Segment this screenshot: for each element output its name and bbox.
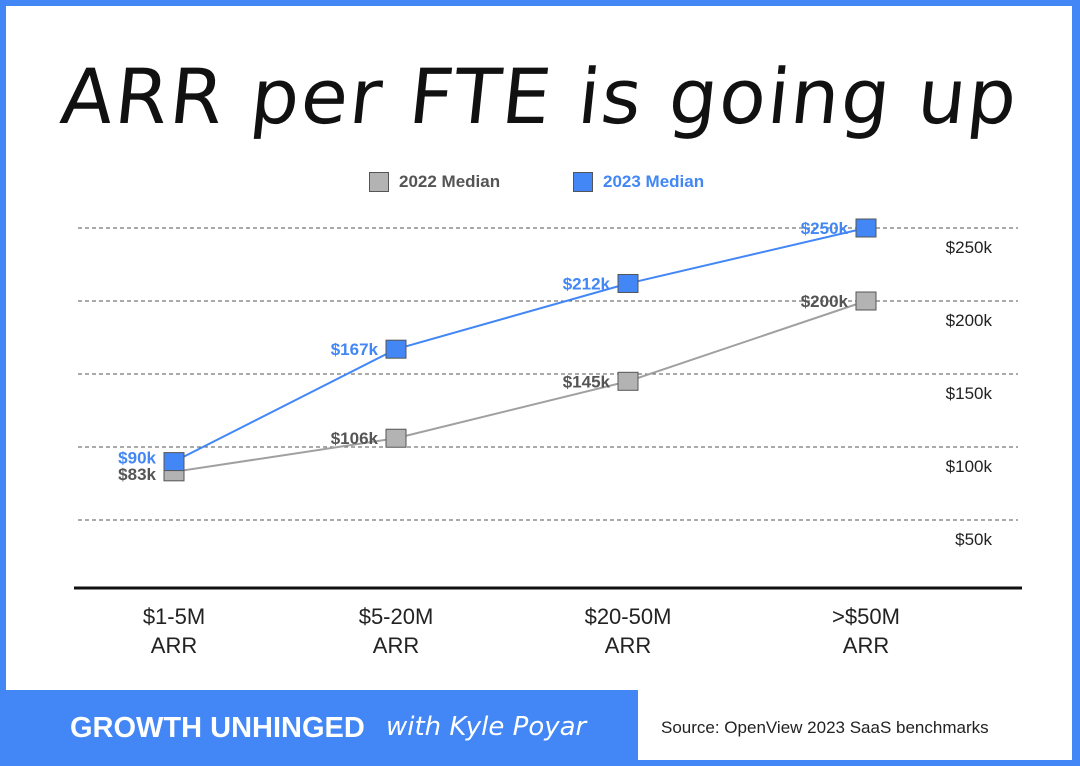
data-label: $106k <box>331 429 379 448</box>
data-point <box>385 428 407 448</box>
brand-name: GROWTH UNHINGED <box>70 712 365 744</box>
legend-item-2022: 2022 Median <box>369 172 500 192</box>
y-tick-label: $200k <box>946 311 993 330</box>
data-label: $145k <box>563 372 611 391</box>
x-tick-label: $20-50M ARR <box>584 604 672 658</box>
plot-area: $250k $200k $150k $100k $50k $83k $106k $145k $2… <box>74 218 1022 590</box>
y-tick-label: $250k <box>946 238 993 257</box>
data-label: $167k <box>331 340 379 359</box>
data-point <box>617 273 639 293</box>
data-label: $250k <box>801 219 849 238</box>
x-tick-label: >$50M ARR <box>832 604 900 658</box>
series-line-2022-median <box>173 300 867 473</box>
data-label: $212k <box>563 274 611 293</box>
data-point <box>385 339 407 359</box>
series-line-2023-median <box>173 227 867 463</box>
data-point <box>855 291 877 311</box>
source-note: Source: OpenView 2023 SaaS benchmarks <box>661 718 989 737</box>
footer-banner <box>0 690 638 766</box>
legend-swatch-2023 <box>573 172 593 192</box>
data-point <box>617 371 639 391</box>
y-tick-label: $100k <box>946 457 993 476</box>
data-label: $90k <box>118 449 156 468</box>
data-point <box>855 218 877 238</box>
x-tick-label: $1-5M ARR <box>142 604 206 658</box>
brand-suffix: with Kyle Poyar <box>386 712 587 742</box>
y-tick-label: $150k <box>946 384 993 403</box>
data-label: $83k <box>118 465 156 484</box>
data-point <box>163 452 185 472</box>
legend-item-2023: 2023 Median <box>573 172 704 192</box>
chart-frame <box>6 6 1072 760</box>
legend-swatch-2022 <box>369 172 389 192</box>
legend-label: 2023 Median <box>603 172 705 191</box>
data-label: $200k <box>801 292 849 311</box>
x-tick-label: $5-20M ARR <box>358 604 434 658</box>
legend-label: 2022 Median <box>399 172 501 191</box>
y-tick-label: $50k <box>955 530 992 549</box>
